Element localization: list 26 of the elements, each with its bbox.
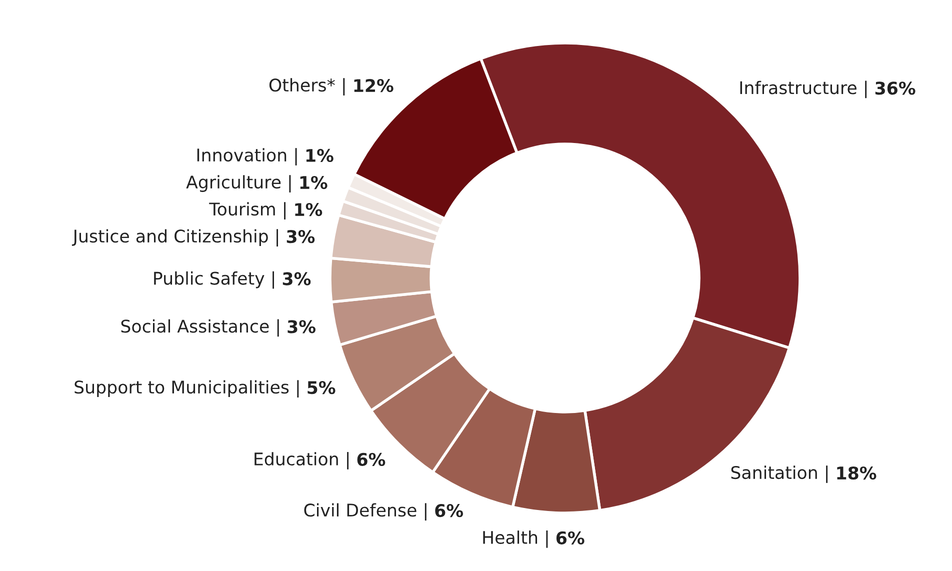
slice-label: Support to Municipalities | <box>74 380 299 398</box>
data-label: 6% <box>435 504 464 518</box>
data-label: 36% <box>875 82 916 95</box>
data-label: 1% <box>306 148 334 162</box>
data-label: 1% <box>300 176 328 190</box>
data-label: 6% <box>556 531 584 544</box>
slice-label: Civil Defense | <box>304 503 426 521</box>
data-label: 18% <box>837 466 876 480</box>
data-label: 3% <box>288 320 316 334</box>
data-label: 5% <box>308 381 336 394</box>
data-label: 6% <box>357 452 386 466</box>
data-label: 3% <box>282 272 311 286</box>
slice-label: Tourism | <box>209 202 286 220</box>
slice-label: Public Safety | <box>154 271 274 289</box>
slice-label: Innovation | <box>197 148 297 166</box>
data-label: 12% <box>354 78 394 92</box>
slice-label: Social Assistance | <box>121 319 279 337</box>
slice-label: Agriculture | <box>186 175 291 192</box>
slice-label: Sanitation | <box>731 466 828 483</box>
data-label: 1% <box>295 202 322 216</box>
slice-label: Health | <box>483 530 548 548</box>
slice-label: Justice and Citizenship | <box>72 229 278 246</box>
data-label: 3% <box>286 230 315 244</box>
slice-label: Others* | <box>269 78 345 96</box>
slice-label: Infrastructure | <box>740 80 867 98</box>
slice-label: Education | <box>254 452 349 470</box>
